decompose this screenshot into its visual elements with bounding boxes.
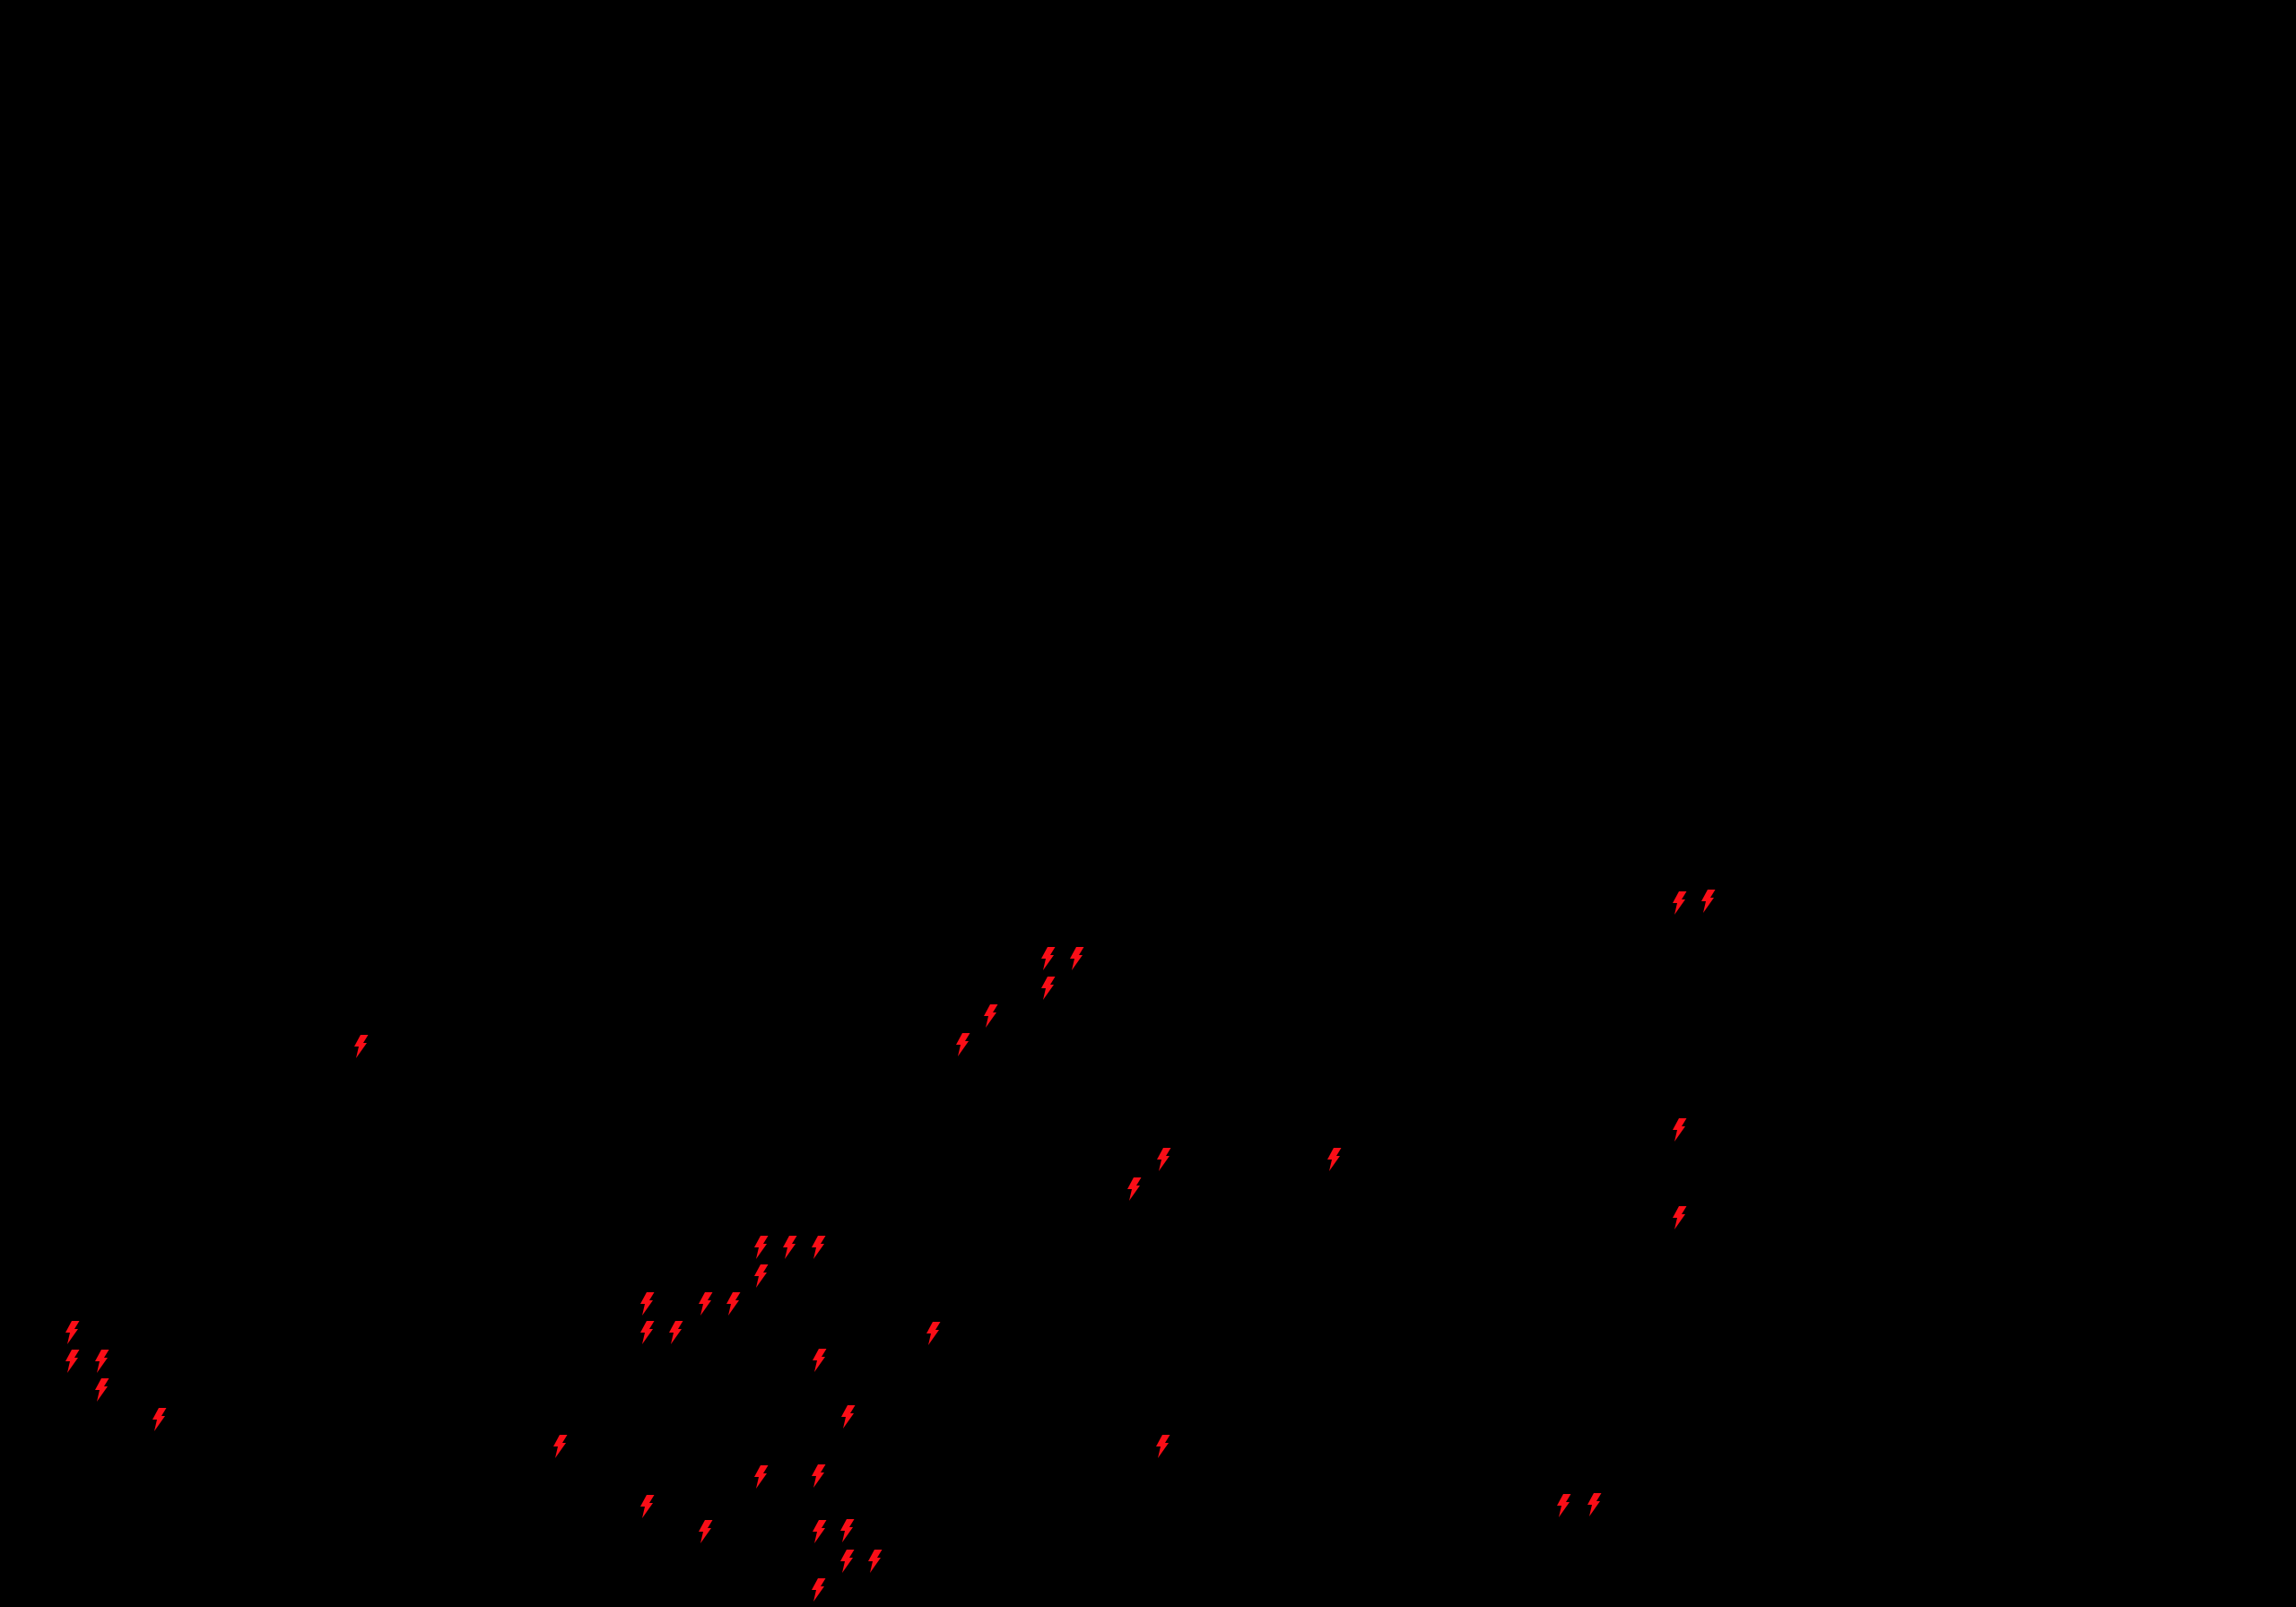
lightning-strike-marker[interactable] — [94, 1350, 109, 1373]
lightning-bolt-icon — [353, 1035, 368, 1058]
lightning-strike-marker[interactable] — [1672, 1206, 1687, 1229]
lightning-strike-marker[interactable] — [698, 1520, 713, 1543]
lightning-bolt-icon — [983, 1004, 997, 1028]
lightning-bolt-icon — [698, 1292, 712, 1316]
lightning-bolt-icon — [152, 1408, 166, 1431]
lightning-strike-marker[interactable] — [1556, 1494, 1571, 1517]
lightning-strike-marker[interactable] — [839, 1519, 855, 1542]
lightning-strike-marker[interactable] — [955, 1033, 970, 1056]
lightning-bolt-icon — [840, 1405, 855, 1429]
lightning-strike-marker[interactable] — [1672, 891, 1687, 915]
lightning-strike-marker[interactable] — [639, 1321, 655, 1344]
lightning-bolt-icon — [94, 1378, 109, 1402]
lightning-bolt-icon — [1040, 947, 1055, 970]
lightning-bolt-icon — [753, 1465, 768, 1489]
lightning-strike-marker[interactable] — [839, 1550, 855, 1573]
lightning-bolt-icon — [1587, 1493, 1601, 1516]
lightning-bolt-icon — [1672, 891, 1686, 915]
lightning-strike-marker[interactable] — [65, 1321, 80, 1344]
lightning-bolt-icon — [1672, 1118, 1686, 1142]
lightning-bolt-icon — [1326, 1148, 1341, 1171]
lightning-bolt-icon — [926, 1322, 940, 1345]
lightning-strike-marker[interactable] — [552, 1435, 568, 1458]
lightning-bolt-icon — [552, 1435, 567, 1458]
lightning-bolt-icon — [698, 1520, 712, 1543]
lightning-bolt-icon — [668, 1321, 683, 1344]
lightning-bolt-icon — [753, 1236, 768, 1259]
lightning-bolt-icon — [955, 1033, 970, 1056]
lightning-strike-marker[interactable] — [639, 1495, 655, 1518]
lightning-bolt-icon — [811, 1464, 825, 1488]
lightning-bolt-icon — [639, 1495, 654, 1518]
lightning-bolt-icon — [812, 1520, 826, 1543]
lightning-bolt-icon — [867, 1550, 882, 1573]
lightning-strike-marker[interactable] — [1155, 1435, 1170, 1458]
lightning-strike-marker[interactable] — [812, 1520, 827, 1543]
lightning-strike-marker[interactable] — [1700, 890, 1716, 913]
lightning-bolt-icon — [1156, 1148, 1170, 1171]
lightning-bolt-icon — [811, 1578, 825, 1602]
lightning-strike-marker[interactable] — [811, 1464, 826, 1488]
lightning-bolt-icon — [726, 1292, 740, 1316]
lightning-bolt-icon — [1069, 947, 1083, 970]
lightning-strike-marker[interactable] — [1156, 1148, 1171, 1171]
lightning-bolt-icon — [1700, 890, 1715, 913]
lightning-strike-marker[interactable] — [1326, 1148, 1342, 1171]
lightning-strike-marker[interactable] — [753, 1236, 769, 1259]
lightning-strike-marker[interactable] — [811, 1578, 826, 1602]
lightning-bolt-icon — [1556, 1494, 1570, 1517]
lightning-strike-marker[interactable] — [639, 1292, 655, 1316]
lightning-strike-marker[interactable] — [1126, 1177, 1142, 1201]
lightning-bolt-icon — [65, 1321, 79, 1344]
lightning-strike-marker[interactable] — [1587, 1493, 1602, 1516]
lightning-bolt-icon — [65, 1350, 79, 1373]
lightning-strike-marker[interactable] — [1672, 1118, 1687, 1142]
lightning-bolt-icon — [811, 1236, 825, 1259]
lightning-strike-marker[interactable] — [726, 1292, 741, 1316]
lightning-strike-marker[interactable] — [867, 1550, 883, 1573]
lightning-strike-marker[interactable] — [65, 1350, 80, 1373]
lightning-bolt-icon — [1672, 1206, 1686, 1229]
lightning-strike-marker[interactable] — [1040, 947, 1056, 970]
lightning-strike-marker[interactable] — [840, 1405, 856, 1429]
lightning-bolt-icon — [1155, 1435, 1170, 1458]
lightning-strike-marker[interactable] — [698, 1292, 713, 1316]
lightning-bolt-icon — [839, 1550, 854, 1573]
lightning-bolt-icon — [639, 1292, 654, 1316]
lightning-strike-marker[interactable] — [753, 1264, 769, 1288]
lightning-strike-marker[interactable] — [782, 1236, 797, 1259]
lightning-bolt-icon — [839, 1519, 854, 1542]
lightning-bolt-icon — [94, 1350, 109, 1373]
lightning-bolt-icon — [1126, 1177, 1141, 1201]
lightning-strike-marker[interactable] — [94, 1378, 109, 1402]
lightning-bolt-icon — [639, 1321, 654, 1344]
lightning-strike-marker[interactable] — [812, 1349, 827, 1372]
lightning-bolt-icon — [1040, 977, 1055, 1000]
lightning-strike-marker[interactable] — [152, 1408, 167, 1431]
lightning-strike-marker[interactable] — [1069, 947, 1084, 970]
lightning-strike-marker[interactable] — [811, 1236, 826, 1259]
lightning-strike-marker[interactable] — [1040, 977, 1056, 1000]
lightning-bolt-icon — [782, 1236, 796, 1259]
lightning-bolt-icon — [812, 1349, 826, 1372]
lightning-strike-marker[interactable] — [668, 1321, 683, 1344]
lightning-strike-marker[interactable] — [353, 1035, 369, 1058]
lightning-strike-marker[interactable] — [983, 1004, 998, 1028]
lightning-bolt-icon — [753, 1264, 768, 1288]
lightning-strike-marker[interactable] — [926, 1322, 941, 1345]
lightning-strike-marker[interactable] — [753, 1465, 769, 1489]
